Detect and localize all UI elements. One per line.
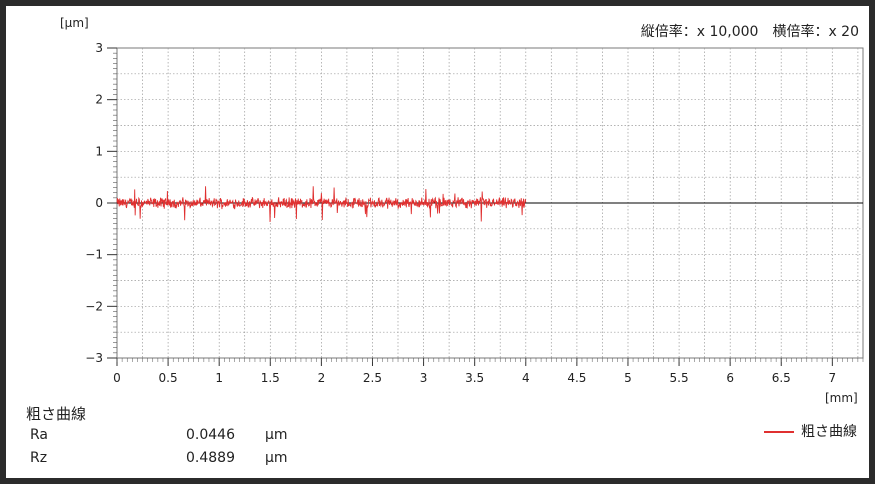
chart-panel: 3 2 1 0 −1 −2 −3 0 0.5 1 1.5 2 2.5 3 3.5 4 4.5 5 5.5 6 6.5 7 … (6, 6, 869, 478)
x-tick-label: 0 (113, 371, 121, 385)
series-layer (116, 186, 863, 222)
x-tick-label: 2.5 (363, 371, 382, 385)
legend-swatch (764, 431, 794, 433)
y-tick-label: 2 (95, 93, 103, 107)
x-tick-label: 3.5 (465, 371, 484, 385)
y-tick-label: −2 (85, 299, 103, 313)
x-tick-label: 4 (522, 371, 530, 385)
summary-row-rz-label: Rz (30, 450, 48, 466)
y-tick-label: 0 (95, 196, 103, 210)
x-tick-label: 5 (624, 371, 632, 385)
x-tick-label: 6 (726, 371, 734, 385)
summary-row-ra-label: Ra (30, 427, 48, 443)
y-tick-label: −3 (85, 351, 103, 365)
x-tick-label: 6.5 (772, 371, 791, 385)
x-tick-label: 2 (318, 371, 326, 385)
ticks (107, 47, 864, 366)
series-line-roughness (116, 186, 527, 222)
x-tick-label: 7 (829, 371, 837, 385)
summary-title: 粗さ曲線 (26, 405, 87, 423)
y-tick-label: 1 (95, 144, 103, 158)
y-tick-label: −1 (85, 248, 103, 262)
x-tick-label: 0.5 (159, 371, 178, 385)
summary-row-ra-unit: μm (265, 427, 288, 443)
scale-ratio-text: 縦倍率：x 10,000 横倍率：x 20 (641, 23, 859, 40)
x-tick-label: 3 (420, 371, 428, 385)
tick-labels: 3 2 1 0 −1 −2 −3 0 0.5 1 1.5 2 2.5 3 3.5 4 4.5 5 5.5 6 6.5 7 (85, 41, 836, 385)
x-tick-label: 1 (215, 371, 223, 385)
summary-row-rz-value: 0.4889 (186, 450, 235, 466)
x-tick-label: 1.5 (261, 371, 280, 385)
x-tick-label: 5.5 (670, 371, 689, 385)
legend-label: 粗さ曲線 (801, 424, 857, 440)
x-tick-label: 4.5 (567, 371, 586, 385)
x-axis-unit: [mm] (825, 391, 858, 405)
summary-row-ra-value: 0.0446 (186, 427, 235, 443)
y-tick-label: 3 (95, 41, 103, 55)
y-axis-unit: [μm] (60, 16, 89, 30)
summary-row-rz-unit: μm (265, 450, 288, 466)
